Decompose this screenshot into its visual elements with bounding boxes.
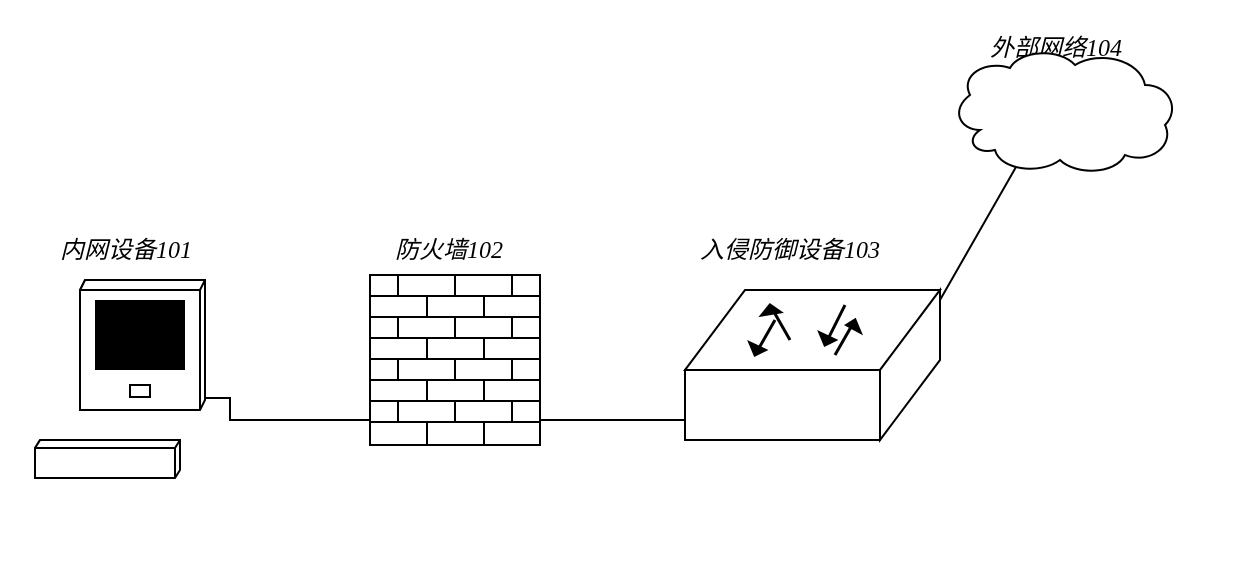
firewall-icon <box>370 275 540 445</box>
ips-icon <box>685 290 940 440</box>
edge-ips-cloud <box>940 160 1020 300</box>
edge-computer-firewall <box>205 398 370 420</box>
computer-icon <box>35 280 205 478</box>
cloud-icon <box>959 53 1172 170</box>
network-diagram-svg <box>0 0 1240 567</box>
